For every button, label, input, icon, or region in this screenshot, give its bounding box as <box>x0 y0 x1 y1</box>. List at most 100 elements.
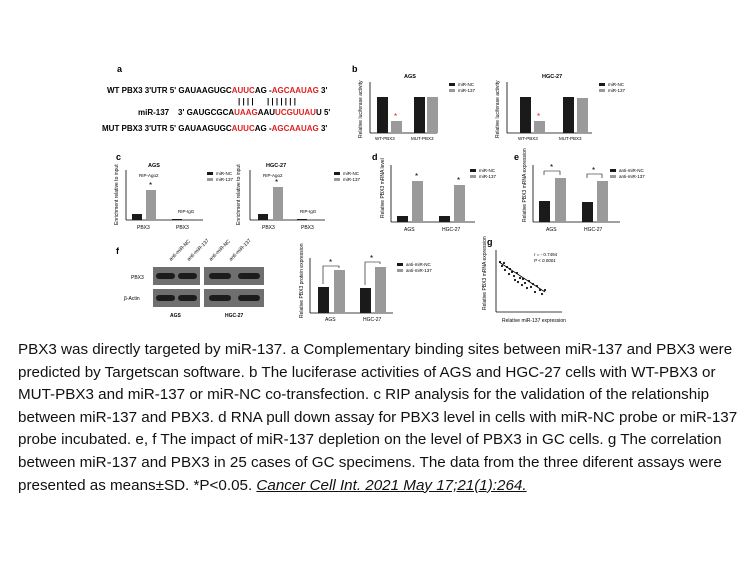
chart-d-ylabel: Relative PBX3 mRNA level <box>380 158 386 218</box>
sig-star: * <box>394 112 397 121</box>
wt-seq-3: AG - <box>255 86 272 95</box>
bar <box>375 267 386 313</box>
sig-star: * <box>537 112 540 121</box>
wt-seq-end: 3' <box>319 86 328 95</box>
blot-group-label: AGS <box>170 313 182 319</box>
panel-e-label: e <box>514 152 519 162</box>
tick-label: MUT-PBX3 <box>411 136 434 141</box>
tick-label: PBX3 <box>301 225 314 231</box>
panel-a: a WT PBX3 3'UTR 5' GAUAAGUGCAUUCAG -AGCA… <box>102 64 330 133</box>
blot-bands <box>156 273 260 301</box>
mir-seq-site: UAAG <box>234 108 258 117</box>
legend-swatch <box>334 172 340 175</box>
legend-label: miR-137 <box>458 88 476 93</box>
legend-label: anti-miR-NC <box>619 168 645 173</box>
sig-star: * <box>149 181 152 190</box>
blot-group-label: HGC-27 <box>225 313 244 319</box>
sig-star: * <box>550 163 553 172</box>
figure-panels: a WT PBX3 3'UTR 5' GAUAAGUGCAUUCAG -AGCA… <box>102 64 645 324</box>
legend-swatch <box>470 175 476 178</box>
bar <box>539 201 550 222</box>
chart-b-ylabel-2: Relative luciferase activity <box>495 80 501 138</box>
bar <box>258 214 268 220</box>
sig-bracket <box>322 265 340 284</box>
legend-label: miR-137 <box>216 177 234 182</box>
mut-prefix: MUT PBX3 3'UTR 5' <box>102 124 178 133</box>
bar <box>377 97 388 133</box>
citation-link[interactable]: Cancer Cell Int. 2021 May 17;21(1):264. <box>256 476 527 494</box>
panel-e: e Relative PBX3 mRNA expression * * AGS … <box>514 148 645 233</box>
bar <box>439 216 450 222</box>
tick-label: HGC-27 <box>442 227 461 233</box>
chart-c-ags-title: AGS <box>148 163 160 169</box>
bar <box>534 121 545 133</box>
mut-seq-site: AUUC <box>232 124 255 133</box>
bar <box>427 97 438 133</box>
blot-actin-ags <box>153 289 200 307</box>
bar <box>391 121 402 133</box>
blot-row-label: PBX3 <box>131 275 144 281</box>
legend-swatch <box>449 83 455 86</box>
sig-star: * <box>329 258 332 267</box>
tick-label: PBX3 <box>176 225 189 231</box>
mut-seq-3: AG - <box>255 124 272 133</box>
bar <box>563 97 574 133</box>
chart-g-xlabel: Relative miR-137 expression <box>502 318 566 324</box>
wt-sequence: WT PBX3 3'UTR 5' GAUAAGUGCAUUCAG -AGCAAU… <box>107 86 328 95</box>
mut-seq-1: GAUAAGUGC <box>178 124 232 133</box>
bar <box>273 187 283 220</box>
bar <box>577 98 588 133</box>
mut-seq-end: 3' <box>319 124 328 133</box>
sig-star: * <box>415 172 418 181</box>
panel-a-label: a <box>117 64 123 74</box>
blot-actin-hgc <box>204 289 264 307</box>
wt-seq-1: GAUAAGUGC <box>178 86 232 95</box>
legend-label: miR-137 <box>479 174 497 179</box>
legend-label: miR-NC <box>216 171 233 176</box>
blot-pbx3-ags <box>153 267 200 285</box>
bar <box>172 219 182 220</box>
sig-star: * <box>457 176 460 185</box>
chart-c-hgc-title: HGC-27 <box>266 163 286 169</box>
bar <box>397 216 408 222</box>
rip-igg-label: RIP-IgG <box>178 209 195 214</box>
chart-b-ylabel: Relative luciferase activity <box>358 80 364 138</box>
tick-label: HGC-27 <box>363 317 382 323</box>
tick-label: WT-PBX3 <box>518 136 538 141</box>
bar <box>318 287 329 313</box>
legend-label: miR-NC <box>343 171 360 176</box>
legend-label: anti-miR-NC <box>406 262 432 267</box>
legend-swatch <box>470 169 476 172</box>
sig-star: * <box>592 166 595 175</box>
legend-label: miR-NC <box>458 82 475 87</box>
legend-label: miR-NC <box>608 82 625 87</box>
rip-ago2-label: RIP-Ago2 <box>139 173 159 178</box>
bar <box>132 214 142 220</box>
legend-swatch <box>207 178 213 181</box>
tick-label: AGS <box>404 227 415 233</box>
p-value: P < 0.0001 <box>534 258 556 263</box>
legend-swatch <box>397 263 403 266</box>
sig-bracket <box>543 170 561 175</box>
tick-label: HGC-27 <box>584 227 603 233</box>
chart-e-ylabel: Relative PBX3 mRNA expression <box>522 148 528 222</box>
tick-label: AGS <box>325 317 336 323</box>
r-value: r = - 0.7494 <box>534 252 558 257</box>
legend-swatch <box>449 89 455 92</box>
lane-label: anti-miR-137 <box>228 238 253 263</box>
panel-f: f anti-miR-NC anti-miR-137 anti-miR-NC a… <box>116 238 432 323</box>
bar <box>582 202 593 222</box>
bar <box>454 185 465 222</box>
legend-label: anti-miR-137 <box>406 268 432 273</box>
chart-c-ylabel-2: Enrichment relative to input <box>236 164 242 225</box>
tick-label: WT-PBX3 <box>375 136 395 141</box>
bar <box>412 181 423 222</box>
bar <box>360 288 371 313</box>
tick-label: MUT-PBX3 <box>559 136 582 141</box>
legend-swatch <box>599 83 605 86</box>
mut-seq-site2: AGCAAUAG <box>272 124 319 133</box>
bar <box>597 181 608 222</box>
mir-seq-end: U 5' <box>316 108 330 117</box>
legend-swatch <box>599 89 605 92</box>
panel-c: c AGS Enrichment relative to input RIP-A… <box>114 152 361 231</box>
